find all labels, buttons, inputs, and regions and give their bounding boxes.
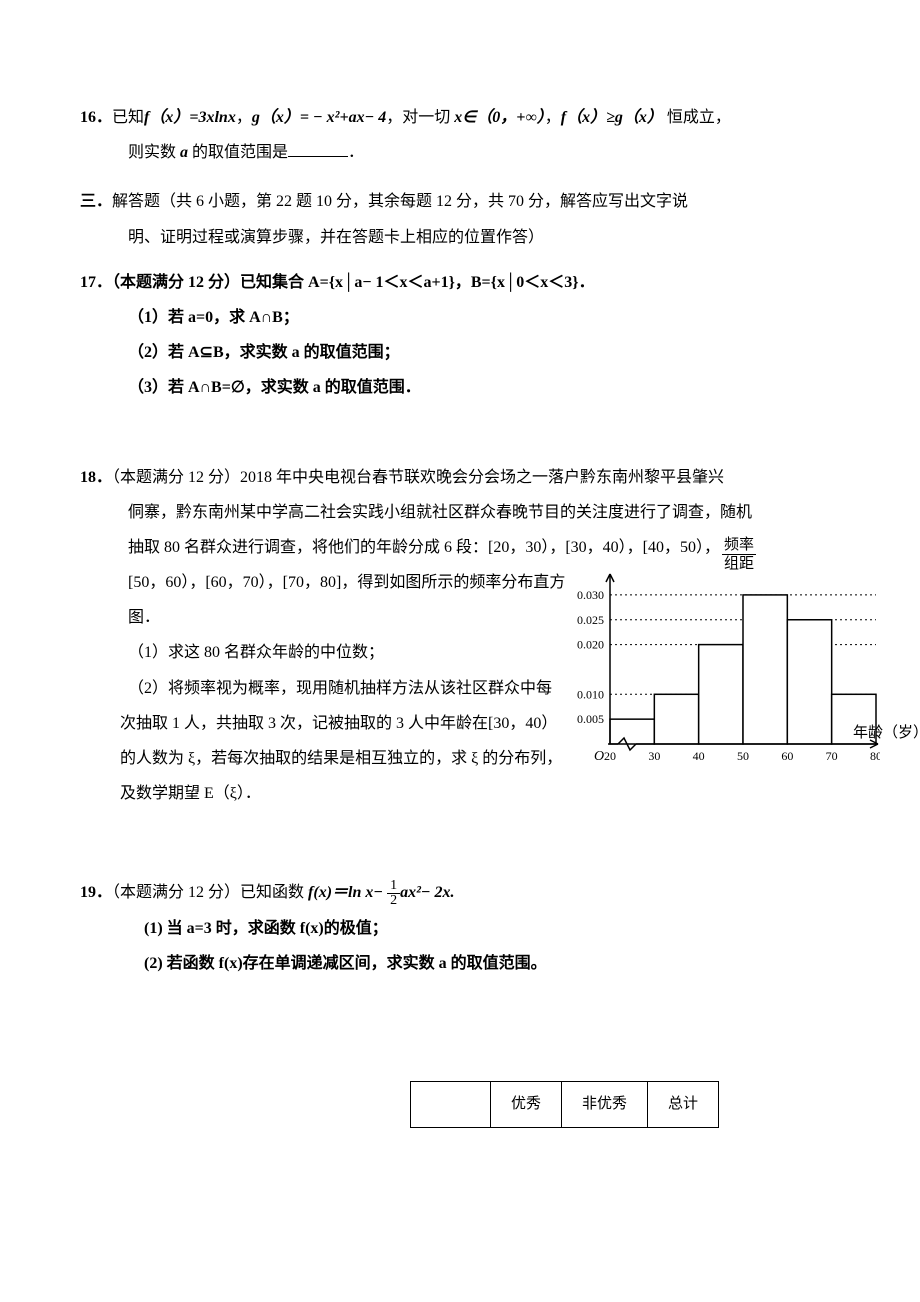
section-3-line2: 明、证明过程或演算步骤，并在答题卡上相应的位置作答） — [80, 220, 840, 255]
frac-num: 1 — [387, 879, 400, 894]
ylabel-bot: 组距 — [722, 555, 756, 573]
q16-gx: g（x）= − x²+ax− 4 — [252, 109, 386, 126]
svg-text:50: 50 — [737, 749, 749, 763]
q19-pre: （本题满分 12 分）已知函数 — [112, 884, 308, 901]
q18-l1: （本题满分 12 分）2018 年中央电视台春节联欢晚会分会场之一落户黔东南州黎… — [112, 469, 724, 486]
question-17: 17．（本题满分 12 分）已知集合 A={x│a− 1＜x＜a+1}，B={x… — [80, 265, 840, 406]
q16-text-a: 已知 — [112, 109, 144, 126]
section-3-header: 三．解答题（共 6 小题，第 22 题 10 分，其余每题 12 分，共 70 … — [80, 184, 840, 254]
q18-s2a: （2）将频率视为概率，现用随机抽样方法从该社区群众中每 — [80, 671, 590, 706]
q19-fraction: 12 — [387, 879, 400, 908]
histogram-chart: 频率 组距 0.0050.0100.0200.0250.030O20304050… — [560, 542, 880, 772]
chart-xlabel: 年龄（岁） — [853, 717, 920, 750]
section-3-label: 三． — [80, 193, 112, 210]
question-16: 16．已知f（x）=3xlnx，g（x）= − x²+ax− 4，对一切 x∈（… — [80, 100, 840, 170]
q19-fxa: f(x)＝ln x− — [308, 884, 387, 901]
q18-s2d: 及数学期望 E（ξ）． — [80, 776, 590, 811]
q18-l4: [50，60），[60，70），[70，80]，得到如图所示的频率分布直方 — [80, 565, 590, 600]
q18-s2c: 的人数为 ξ，若每次抽取的结果是相互独立的，求 ξ 的分布列， — [80, 741, 590, 776]
q18-number: 18． — [80, 469, 112, 486]
q17-sub1: （1）若 a=0，求 A∩B； — [80, 300, 840, 335]
q17-sub3: （3）若 A∩B=∅，求实数 a 的取值范围． — [80, 370, 840, 405]
q17-sub2: （2）若 A⊆B，求实数 a 的取值范围； — [80, 335, 840, 370]
histogram-svg: 0.005 0.010 0.020 0.025 0.030 O20 30 40 50 60 70 80 — [560, 542, 880, 772]
svg-text:80: 80 — [870, 749, 880, 763]
q17-number: 17． — [80, 274, 112, 291]
q19-sub1: (1) 当 a=3 时，求函数 f(x)的极值； — [80, 911, 840, 946]
q16-blank — [288, 141, 348, 157]
q16-ineq: f（x）≥g（x） — [561, 109, 663, 126]
q18-l5: 图． — [80, 600, 590, 635]
table-cell: 非优秀 — [562, 1081, 648, 1127]
q16-c3: ， — [545, 109, 561, 126]
svg-text:60: 60 — [781, 749, 793, 763]
q16-l2b: 的取值范围是 — [188, 144, 288, 161]
q16-c2: ，对一切 — [386, 109, 454, 126]
contingency-table: 优秀 非优秀 总计 — [410, 1081, 840, 1128]
svg-text:0.005: 0.005 — [577, 712, 604, 726]
table: 优秀 非优秀 总计 — [410, 1081, 719, 1128]
svg-text:0.030: 0.030 — [577, 587, 604, 601]
section-3-line1: 解答题（共 6 小题，第 22 题 10 分，其余每题 12 分，共 70 分，… — [112, 193, 688, 210]
q19-number: 19． — [80, 884, 112, 901]
svg-text:0.025: 0.025 — [577, 612, 604, 626]
q18-s2b: 次抽取 1 人，共抽取 3 次，记被抽取的 3 人中年龄在[30，40） — [80, 706, 590, 741]
q16-c1: ， — [236, 109, 252, 126]
q16-line2: 则实数 a 的取值范围是 ． — [80, 135, 840, 170]
q18-s1: （1）求这 80 名群众年龄的中位数； — [80, 635, 590, 670]
question-19: 19．（本题满分 12 分）已知函数 f(x)＝ln x− 12ax²− 2x.… — [80, 875, 840, 981]
q18-l2: 侗寨，黔东南州某中学高二社会实践小组就社区群众春晚节目的关注度进行了调查，随机 — [80, 495, 840, 530]
chart-ylabel: 频率 组距 — [722, 536, 756, 573]
svg-text:30: 30 — [648, 749, 660, 763]
svg-text:O: O — [594, 749, 604, 764]
q16-tail: 恒成立， — [663, 109, 731, 126]
q17-main: （本题满分 12 分）已知集合 A={x│a− 1＜x＜a+1}，B={x│0＜… — [112, 274, 595, 291]
q16-line1: 16．已知f（x）=3xlnx，g（x）= − x²+ax− 4，对一切 x∈（… — [80, 100, 840, 135]
q16-l2a: 则实数 — [128, 144, 180, 161]
table-cell: 优秀 — [491, 1081, 562, 1127]
q19-sub2: (2) 若函数 f(x)存在单调递减区间，求实数 a 的取值范围。 — [80, 946, 840, 981]
table-row: 优秀 非优秀 总计 — [411, 1081, 719, 1127]
q16-fx: f（x）=3xlnx — [144, 109, 236, 126]
svg-text:40: 40 — [693, 749, 705, 763]
q16-number: 16． — [80, 109, 112, 126]
svg-text:20: 20 — [604, 749, 616, 763]
ylabel-top: 频率 — [722, 536, 756, 555]
q16-a: a — [180, 144, 188, 161]
table-cell — [411, 1081, 491, 1127]
q19-fxb: ax²− 2x. — [400, 884, 455, 901]
question-18: 18．（本题满分 12 分）2018 年中央电视台春节联欢晚会分会场之一落户黔东… — [80, 460, 840, 812]
q16-period: ． — [348, 144, 364, 161]
table-cell: 总计 — [648, 1081, 719, 1127]
frac-den: 2 — [387, 894, 400, 908]
svg-text:0.020: 0.020 — [577, 637, 604, 651]
q16-cond: x∈（0，+∞） — [454, 109, 544, 126]
svg-text:70: 70 — [826, 749, 838, 763]
svg-text:0.010: 0.010 — [577, 687, 604, 701]
